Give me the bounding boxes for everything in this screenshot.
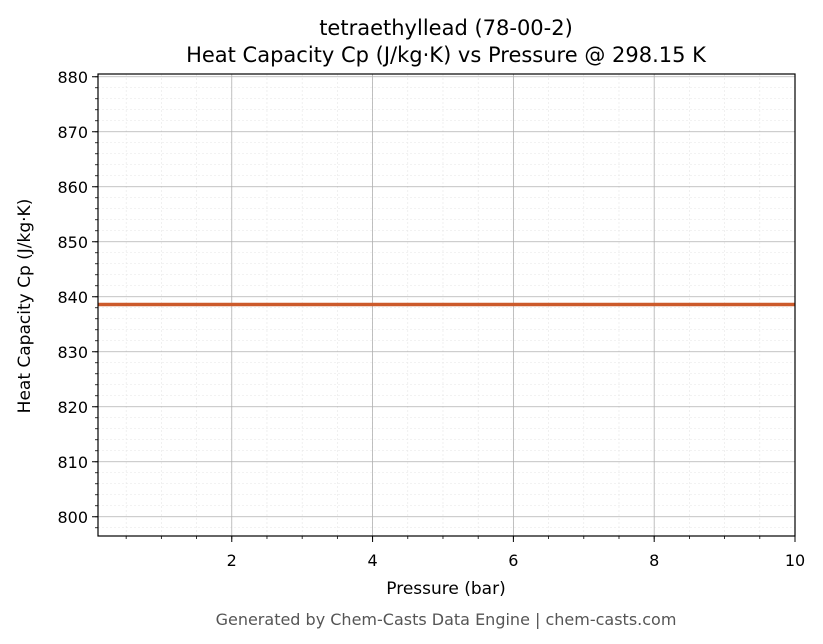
x-tick-label: 8 [649,551,659,570]
y-tick-label: 860 [57,178,88,197]
y-tick-label: 870 [57,123,88,142]
x-tick-label: 6 [508,551,518,570]
x-tick-label: 4 [367,551,377,570]
y-tick-label: 880 [57,68,88,87]
y-tick-label: 830 [57,343,88,362]
chart-title: tetraethyllead (78-00-2) [319,16,573,40]
chart-subtitle: Heat Capacity Cp (J/kg·K) vs Pressure @ … [186,43,707,67]
x-tick-label: 10 [785,551,805,570]
y-axis-label: Heat Capacity Cp (J/kg·K) [15,199,35,414]
x-axis-label: Pressure (bar) [386,579,505,599]
y-tick-label: 800 [57,508,88,527]
y-tick-label: 850 [57,233,88,252]
y-tick-label: 820 [57,398,88,417]
x-tick-label: 2 [227,551,237,570]
y-tick-label: 840 [57,288,88,307]
plot-area-frame [97,73,796,537]
y-tick-label: 810 [57,453,88,472]
footer-credit: Generated by Chem-Casts Data Engine | ch… [216,610,677,629]
